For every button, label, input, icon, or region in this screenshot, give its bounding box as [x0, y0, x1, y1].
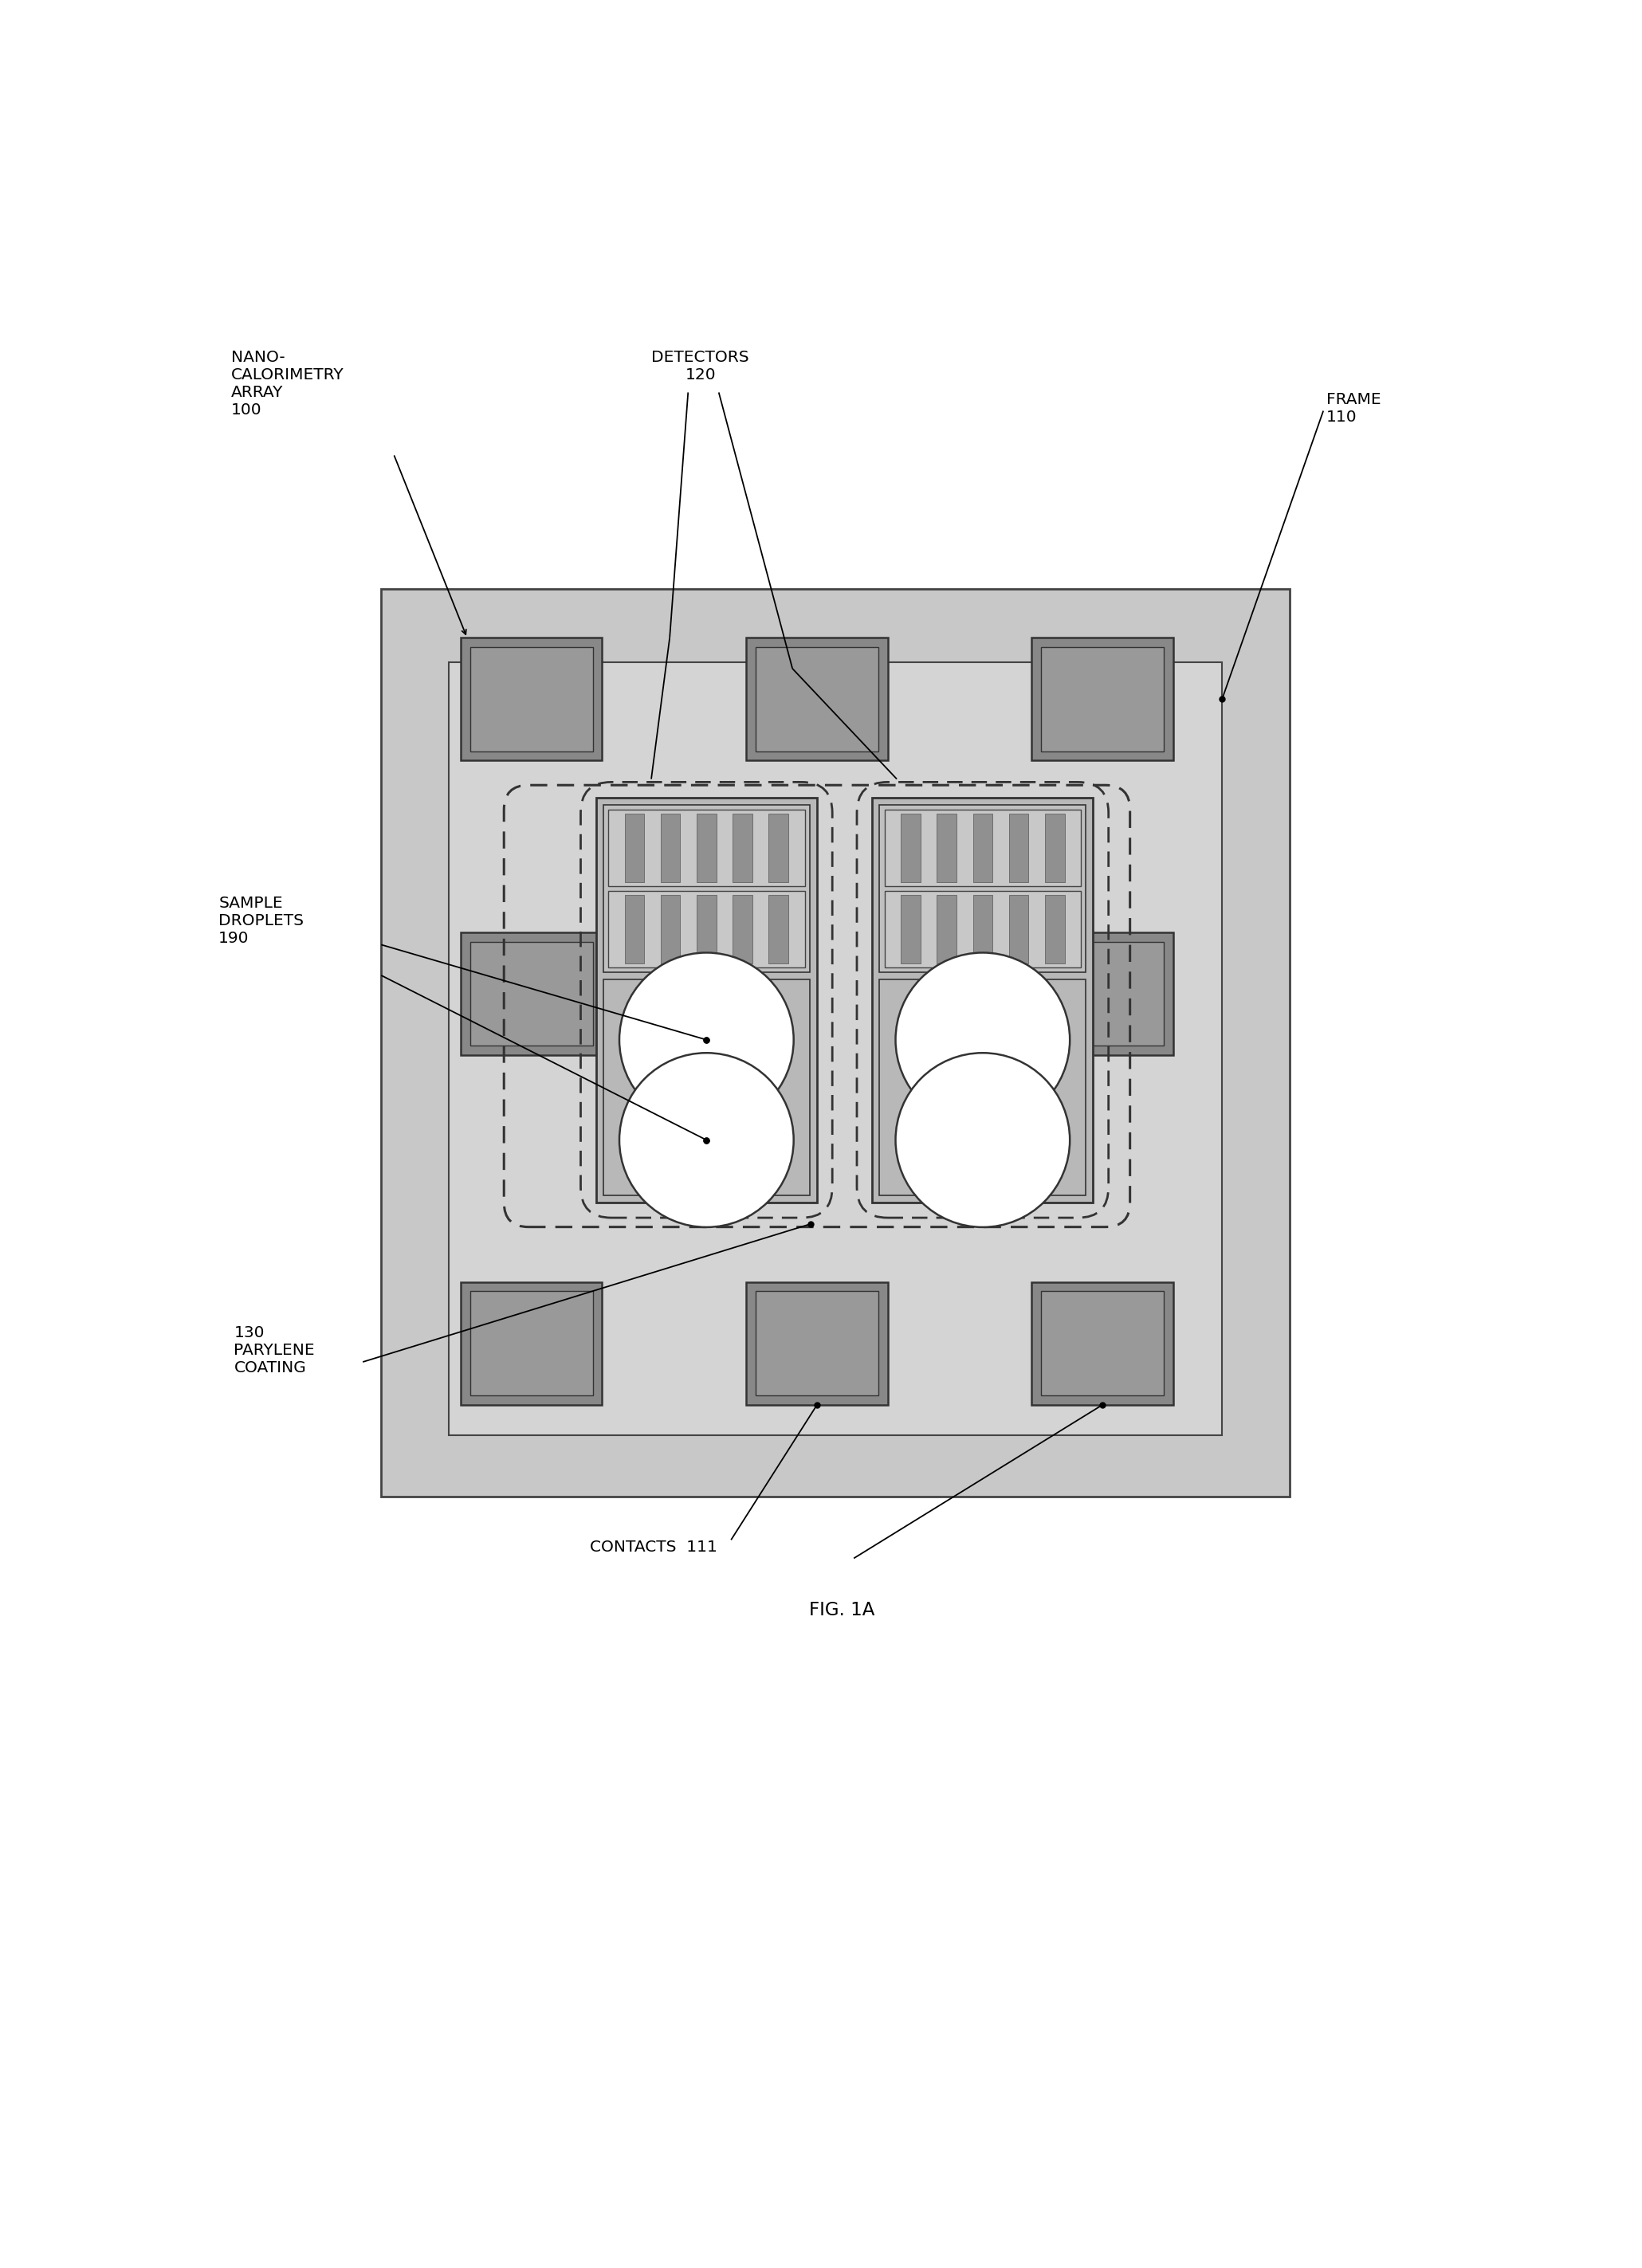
Bar	[1008, 894, 1028, 964]
Bar	[880, 805, 1085, 973]
Bar	[381, 590, 1289, 1497]
Bar	[732, 814, 752, 882]
Bar	[732, 894, 752, 964]
Bar	[461, 1281, 603, 1404]
Bar	[448, 662, 1222, 1436]
Bar	[1041, 1290, 1164, 1395]
Bar	[755, 1290, 878, 1395]
Text: CONTACTS  111: CONTACTS 111	[589, 1540, 718, 1556]
Text: FIG. 1A: FIG. 1A	[810, 1601, 874, 1619]
Text: NANO-
CALORIMETRY
ARRAY
100: NANO- CALORIMETRY ARRAY 100	[232, 349, 343, 417]
Bar	[1041, 646, 1164, 751]
Bar	[624, 814, 644, 882]
Bar	[938, 894, 957, 964]
Text: DETECTORS
120: DETECTORS 120	[652, 349, 749, 381]
Bar	[872, 798, 1094, 1202]
Bar	[747, 1281, 888, 1404]
Circle shape	[895, 1052, 1071, 1227]
Circle shape	[895, 953, 1071, 1127]
Circle shape	[619, 953, 793, 1127]
Circle shape	[619, 1052, 793, 1227]
Bar	[1031, 932, 1172, 1055]
Bar	[1008, 814, 1028, 882]
Bar	[972, 894, 992, 964]
Bar	[885, 891, 1080, 968]
Bar	[880, 980, 1085, 1195]
Bar	[696, 814, 716, 882]
Text: 130
PARYLENE
COATING: 130 PARYLENE COATING	[233, 1325, 315, 1374]
Bar	[470, 941, 593, 1046]
Bar	[1031, 1281, 1172, 1404]
Text: FRAME
110: FRAME 110	[1327, 392, 1381, 424]
Bar	[972, 814, 992, 882]
Bar	[608, 810, 805, 887]
Bar	[470, 646, 593, 751]
Bar	[1044, 894, 1064, 964]
Bar	[461, 637, 603, 760]
Bar	[470, 1290, 593, 1395]
Bar	[1041, 941, 1164, 1046]
Bar	[660, 814, 680, 882]
Bar	[747, 637, 888, 760]
Bar	[696, 894, 716, 964]
Bar	[603, 805, 810, 973]
Bar	[624, 894, 644, 964]
Text: SAMPLE
DROPLETS
190: SAMPLE DROPLETS 190	[218, 896, 304, 946]
Bar	[901, 814, 921, 882]
Bar	[768, 814, 788, 882]
Bar	[755, 646, 878, 751]
Bar	[885, 810, 1080, 887]
Bar	[603, 980, 810, 1195]
Bar	[660, 894, 680, 964]
Bar	[1031, 637, 1172, 760]
Bar	[938, 814, 957, 882]
Bar	[768, 894, 788, 964]
Bar	[901, 894, 921, 964]
Bar	[461, 932, 603, 1055]
Bar	[596, 798, 818, 1202]
Bar	[608, 891, 805, 968]
Bar	[1044, 814, 1064, 882]
